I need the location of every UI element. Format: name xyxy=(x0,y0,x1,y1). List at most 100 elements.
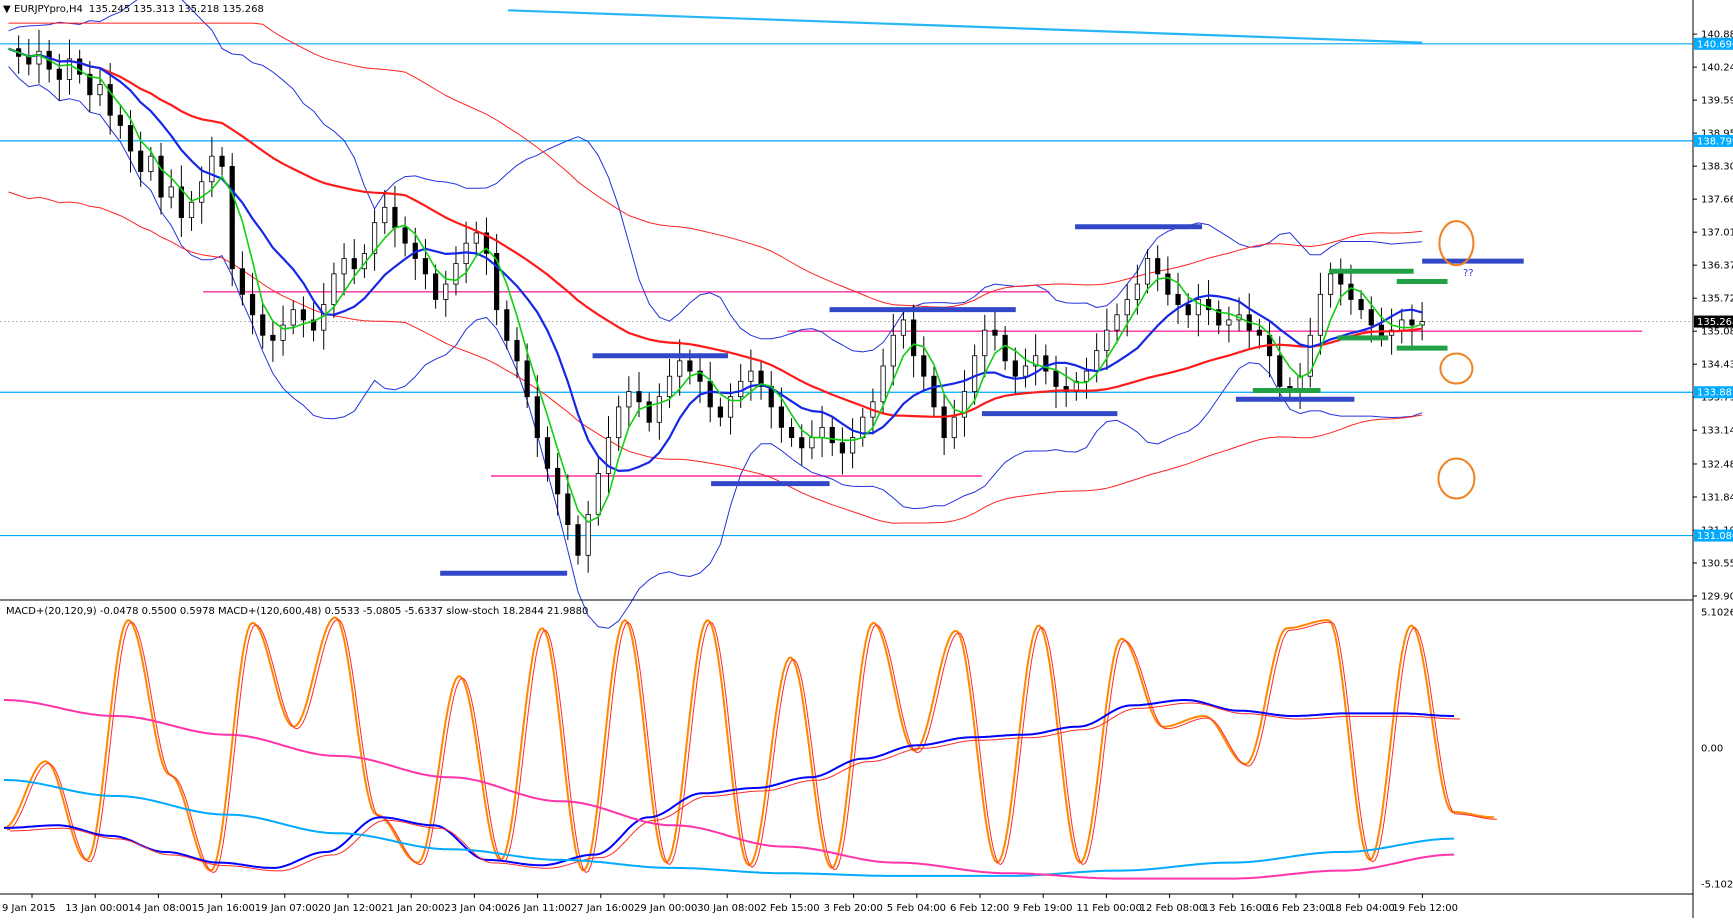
candle[interactable] xyxy=(1226,306,1232,343)
orange-circle-annotation[interactable] xyxy=(1437,457,1476,500)
candle[interactable] xyxy=(219,146,225,176)
candle[interactable] xyxy=(66,39,73,95)
candle[interactable] xyxy=(1307,317,1313,388)
candle[interactable] xyxy=(595,456,601,526)
candle[interactable] xyxy=(900,308,907,349)
candle[interactable] xyxy=(1256,318,1262,349)
candle[interactable] xyxy=(494,233,500,326)
candle[interactable] xyxy=(1114,303,1120,344)
candle[interactable] xyxy=(626,376,632,429)
candle[interactable] xyxy=(788,418,795,447)
candle[interactable] xyxy=(1317,272,1324,355)
candle[interactable] xyxy=(941,393,947,456)
candle[interactable] xyxy=(544,426,551,482)
candle[interactable] xyxy=(890,313,896,386)
candle[interactable] xyxy=(117,103,123,139)
candle[interactable] xyxy=(178,165,184,238)
candle-body-bear xyxy=(483,232,490,254)
candle[interactable] xyxy=(839,427,846,475)
candle[interactable] xyxy=(270,319,276,362)
orange-circle-annotation[interactable] xyxy=(1438,220,1475,267)
candle[interactable] xyxy=(677,339,683,396)
candle[interactable] xyxy=(158,142,164,215)
candle[interactable] xyxy=(504,300,510,350)
orange-circle-annotation[interactable] xyxy=(1439,352,1474,385)
candle[interactable] xyxy=(992,310,998,351)
candle[interactable] xyxy=(249,272,256,335)
candle[interactable] xyxy=(87,60,93,113)
candle[interactable] xyxy=(1053,355,1059,408)
candle[interactable] xyxy=(972,344,978,405)
oscillator-panel[interactable] xyxy=(3,616,1497,880)
candle[interactable] xyxy=(483,217,490,275)
candle[interactable] xyxy=(433,264,439,309)
candle[interactable] xyxy=(1195,284,1201,337)
candle[interactable] xyxy=(799,424,805,466)
candle[interactable] xyxy=(1205,280,1212,326)
candle[interactable] xyxy=(188,190,195,231)
candle[interactable] xyxy=(1409,304,1415,347)
candle[interactable] xyxy=(168,169,174,209)
candle[interactable] xyxy=(1358,290,1364,319)
candle[interactable] xyxy=(555,452,561,516)
candle[interactable] xyxy=(77,49,83,84)
time-tick-label: 12 Feb 08:00 xyxy=(1140,903,1206,914)
candle[interactable] xyxy=(1165,256,1171,306)
candle[interactable] xyxy=(1012,347,1018,394)
candle[interactable] xyxy=(616,395,622,451)
candle[interactable] xyxy=(473,221,479,257)
candle[interactable] xyxy=(36,29,42,84)
candle[interactable] xyxy=(280,305,286,356)
candle[interactable] xyxy=(565,474,571,540)
candle[interactable] xyxy=(921,336,927,392)
candle[interactable] xyxy=(931,367,937,417)
candle[interactable] xyxy=(1155,245,1161,292)
candle[interactable] xyxy=(341,243,347,296)
candle[interactable] xyxy=(1124,284,1130,337)
candle[interactable] xyxy=(371,209,378,271)
candle[interactable] xyxy=(849,418,856,469)
candle[interactable] xyxy=(982,314,988,378)
candle[interactable] xyxy=(585,501,591,573)
candle-body-bull xyxy=(982,329,988,357)
candle[interactable] xyxy=(605,416,612,493)
candle[interactable] xyxy=(1022,348,1029,388)
candle[interactable] xyxy=(758,359,764,400)
candle[interactable] xyxy=(1216,300,1222,335)
candle[interactable] xyxy=(97,67,103,107)
candle[interactable] xyxy=(656,383,662,440)
time-tick-label: 19 Feb 12:00 xyxy=(1392,903,1458,914)
candle[interactable] xyxy=(1144,249,1151,294)
candle[interactable] xyxy=(1104,308,1110,371)
candle[interactable] xyxy=(514,327,520,379)
candle[interactable] xyxy=(717,397,723,427)
candle[interactable] xyxy=(880,348,886,414)
candle[interactable] xyxy=(402,216,408,257)
candle[interactable] xyxy=(1033,334,1039,386)
candle[interactable] xyxy=(778,387,784,443)
candle[interactable] xyxy=(229,153,235,287)
candle[interactable] xyxy=(290,300,296,335)
candle[interactable] xyxy=(382,189,388,234)
candle[interactable] xyxy=(1175,272,1181,325)
candle[interactable] xyxy=(331,262,337,318)
candle[interactable] xyxy=(239,251,245,306)
price-panel[interactable] xyxy=(0,0,1693,629)
candle[interactable] xyxy=(727,383,734,435)
candle[interactable] xyxy=(260,303,266,349)
candle[interactable] xyxy=(646,392,652,432)
candle[interactable] xyxy=(575,515,581,565)
caption-dropdown-icon[interactable]: ▼ xyxy=(3,4,11,15)
candle[interactable] xyxy=(829,416,835,457)
candle[interactable] xyxy=(534,375,540,458)
candle[interactable] xyxy=(199,166,205,224)
candle[interactable] xyxy=(951,399,957,449)
candle[interactable] xyxy=(911,304,917,378)
candle[interactable] xyxy=(209,136,215,198)
candle[interactable] xyxy=(1419,302,1425,341)
candle[interactable] xyxy=(422,239,429,290)
candle[interactable] xyxy=(1043,344,1049,385)
candle[interactable] xyxy=(1185,293,1191,329)
candle[interactable] xyxy=(300,296,307,338)
